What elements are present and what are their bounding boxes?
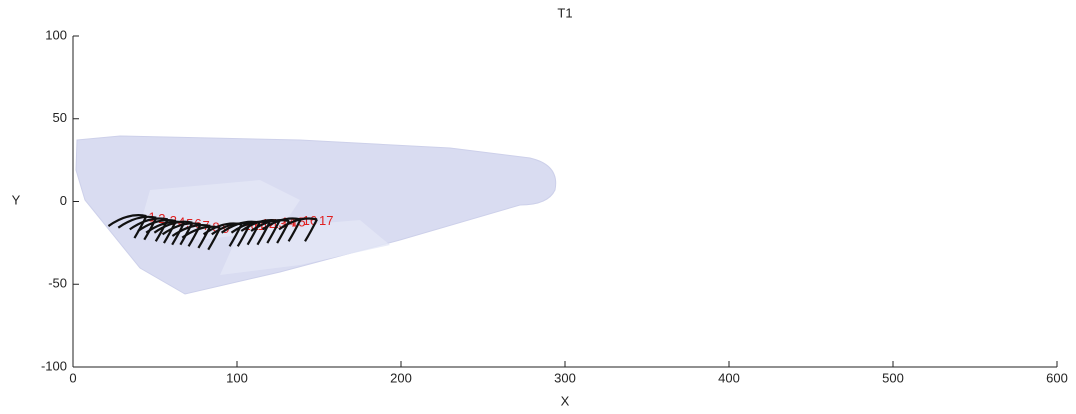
y-tick-label: 100 <box>45 27 67 42</box>
x-tick-label: 300 <box>554 370 576 385</box>
body-outline <box>75 135 557 295</box>
y-axis-label: Y <box>12 192 21 207</box>
y-tick-label: 0 <box>60 193 67 208</box>
x-axis-label: X <box>561 393 570 408</box>
point-label: 9 <box>222 221 229 236</box>
chart-title: T1 <box>557 5 572 20</box>
fin-ray <box>278 217 318 242</box>
x-tick-label: 100 <box>226 370 248 385</box>
y-tick-label: -100 <box>41 358 67 373</box>
x-tick-label: 400 <box>718 370 740 385</box>
fin-ray <box>261 217 302 242</box>
fin-ray <box>171 224 212 249</box>
fin-ray <box>107 214 148 239</box>
x-tick-label: 200 <box>390 370 412 385</box>
point-label: 17 <box>319 213 333 228</box>
y-tick-label: -50 <box>48 276 67 291</box>
fin-ray <box>161 222 202 247</box>
x-tick-label: 0 <box>69 370 76 385</box>
fin-ray <box>129 217 169 242</box>
x-tick-label: 500 <box>882 370 904 385</box>
x-tick-label: 600 <box>1046 370 1068 385</box>
y-tick-label: 50 <box>53 110 67 125</box>
